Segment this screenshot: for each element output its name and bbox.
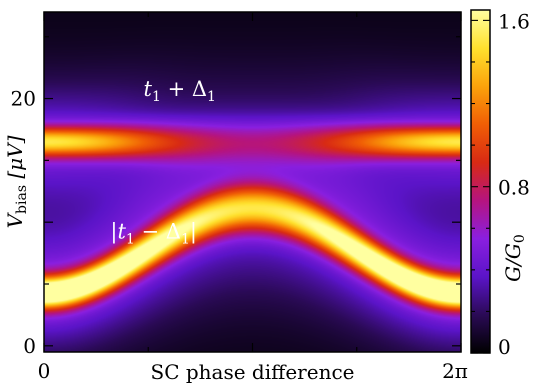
- band-annotations: t1 + Δ1 |t1 − Δ1|: [110, 77, 216, 247]
- y-tick-label: 0: [23, 334, 36, 358]
- heatmap-plot-area: t1 + Δ1 |t1 − Δ1| 0 2π 0 20: [11, 11, 468, 383]
- colorbar: 0 0.8 1.6 G/G0: [470, 9, 530, 359]
- colorbar-frame: [470, 9, 491, 354]
- colorbar-title: G/G0: [501, 234, 528, 282]
- y-axis-title: Vbias [μV]: [3, 135, 30, 228]
- band-annotation: |t1 − Δ1|: [110, 219, 197, 247]
- x-tick-label: 0: [38, 359, 51, 383]
- x-axis-title: SC phase difference: [151, 360, 355, 384]
- x-tick-label: 2π: [442, 359, 468, 383]
- colorbar-tick-label: 0: [498, 335, 511, 359]
- y-axis: 0 20: [11, 36, 461, 358]
- colorbar-gradient: [471, 10, 490, 353]
- y-tick-label: 20: [11, 87, 36, 111]
- band-annotation: t1 + Δ1: [144, 77, 216, 105]
- x-axis: 0 2π: [38, 12, 468, 383]
- colorbar-tick-label: 1.6: [498, 9, 530, 33]
- colorbar-ticks: 0 0.8 1.6: [471, 9, 530, 359]
- colorbar-tick-label: 0.8: [498, 176, 530, 200]
- heatmap-image: [44, 12, 461, 352]
